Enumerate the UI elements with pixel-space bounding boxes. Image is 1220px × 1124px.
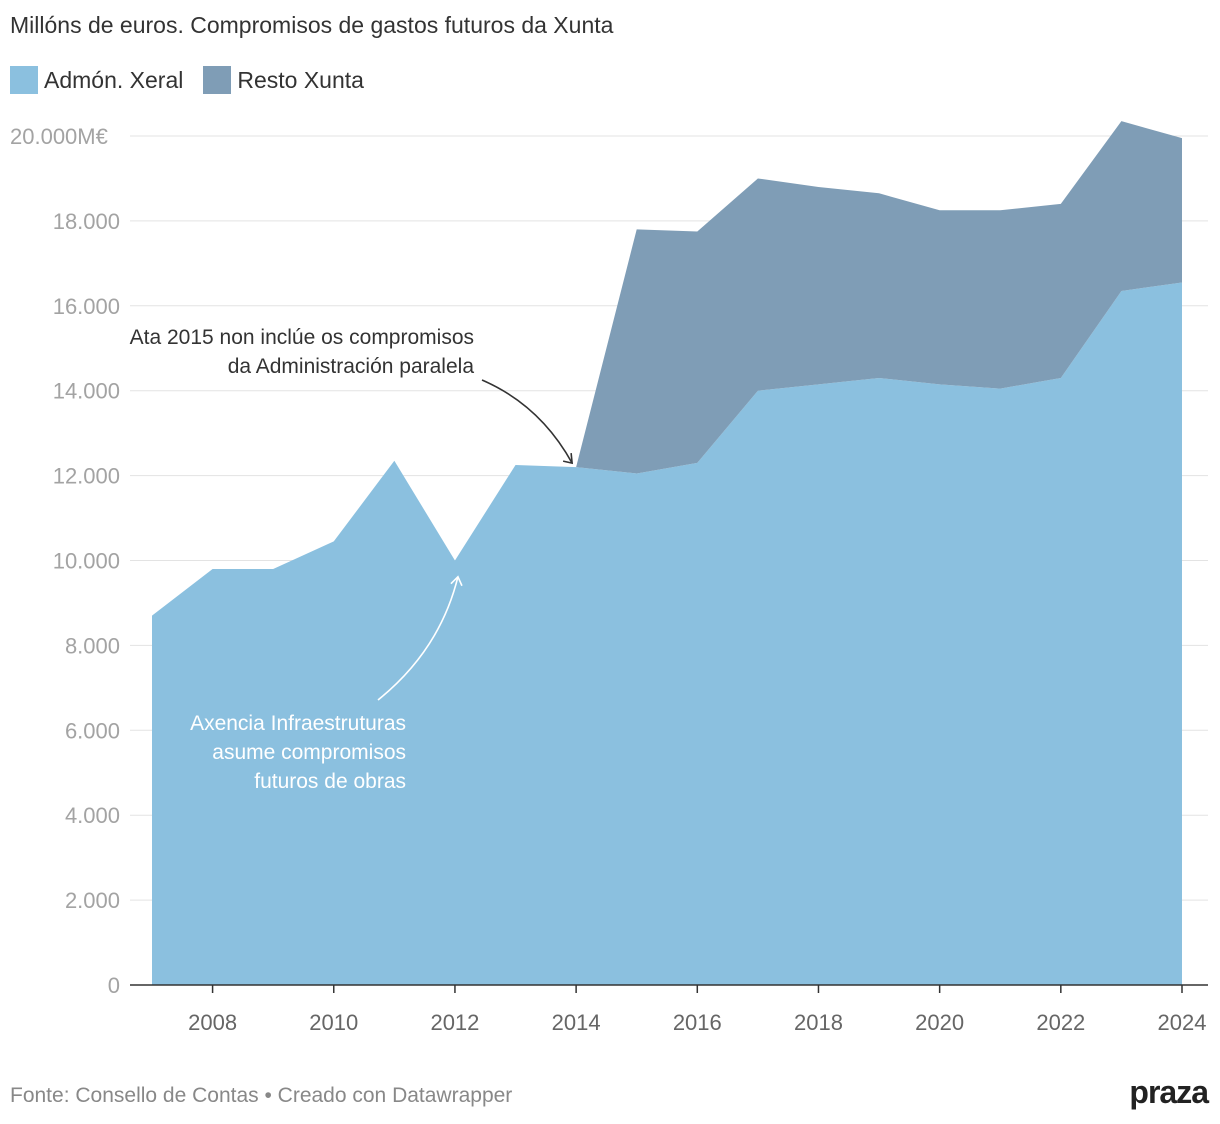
y-tick-label-4: 8.000 — [65, 633, 120, 658]
chart-title: Millóns de euros. Compromisos de gastos … — [10, 12, 614, 38]
y-tick-label-8: 16.000 — [53, 294, 120, 319]
annotation-1-arrow — [481, 379, 573, 464]
y-tick-label-10: 20.000M€ — [10, 124, 108, 149]
area-resto-xunta — [576, 121, 1182, 474]
x-tick-label-2018: 2018 — [794, 1010, 843, 1035]
y-tick-label-7: 14.000 — [53, 379, 120, 404]
x-tick-label-2022: 2022 — [1036, 1010, 1085, 1035]
legend-swatch-resto-xunta — [203, 66, 232, 94]
footer-source: Fonte: Consello de Contas • Creado con D… — [10, 1084, 513, 1107]
x-tick-label-2008: 2008 — [188, 1010, 237, 1035]
annotation-2-line-0: Axencia Infraestruturas — [190, 712, 406, 735]
y-tick-label-6: 12.000 — [53, 464, 120, 489]
x-tick-label-2010: 2010 — [309, 1010, 358, 1035]
annotation-2-arrowhead — [450, 575, 463, 587]
y-tick-label-2: 4.000 — [65, 803, 120, 828]
annotation-1-line-0: Ata 2015 non inclúe os compromisos — [130, 326, 474, 349]
area-admon-xeral — [152, 282, 1182, 985]
annotation-2-line-1: asume compromisos — [212, 741, 406, 764]
x-tick-label-2012: 2012 — [430, 1010, 479, 1035]
legend-swatch-admon-xeral — [10, 66, 38, 94]
x-tick-label-2024: 2024 — [1158, 1010, 1207, 1035]
legend-item-admon-xeral: Admón. Xeral — [10, 66, 183, 94]
y-tick-label-5: 10.000 — [53, 549, 120, 574]
legend-label-resto-xunta: Resto Xunta — [237, 66, 364, 93]
annotation-1-line-1: da Administración paralela — [228, 355, 475, 378]
legend: Admón. Xeral Resto Xunta — [10, 66, 384, 94]
x-tick-label-2020: 2020 — [915, 1010, 964, 1035]
legend-item-resto-xunta: Resto Xunta — [203, 66, 364, 94]
y-tick-label-1: 2.000 — [65, 888, 120, 913]
y-tick-label-3: 6.000 — [65, 718, 120, 743]
annotation-2-arrow — [377, 576, 459, 701]
praza-logo: praza — [1129, 1074, 1209, 1110]
x-tick-label-2016: 2016 — [673, 1010, 722, 1035]
legend-label-admon-xeral: Admón. Xeral — [44, 66, 184, 93]
annotation-1-arrowhead — [562, 453, 574, 465]
annotation-2-line-2: futuros de obras — [254, 770, 406, 793]
y-tick-label-0: 0 — [108, 973, 120, 998]
x-tick-label-2014: 2014 — [552, 1010, 601, 1035]
y-tick-label-9: 18.000 — [53, 209, 120, 234]
